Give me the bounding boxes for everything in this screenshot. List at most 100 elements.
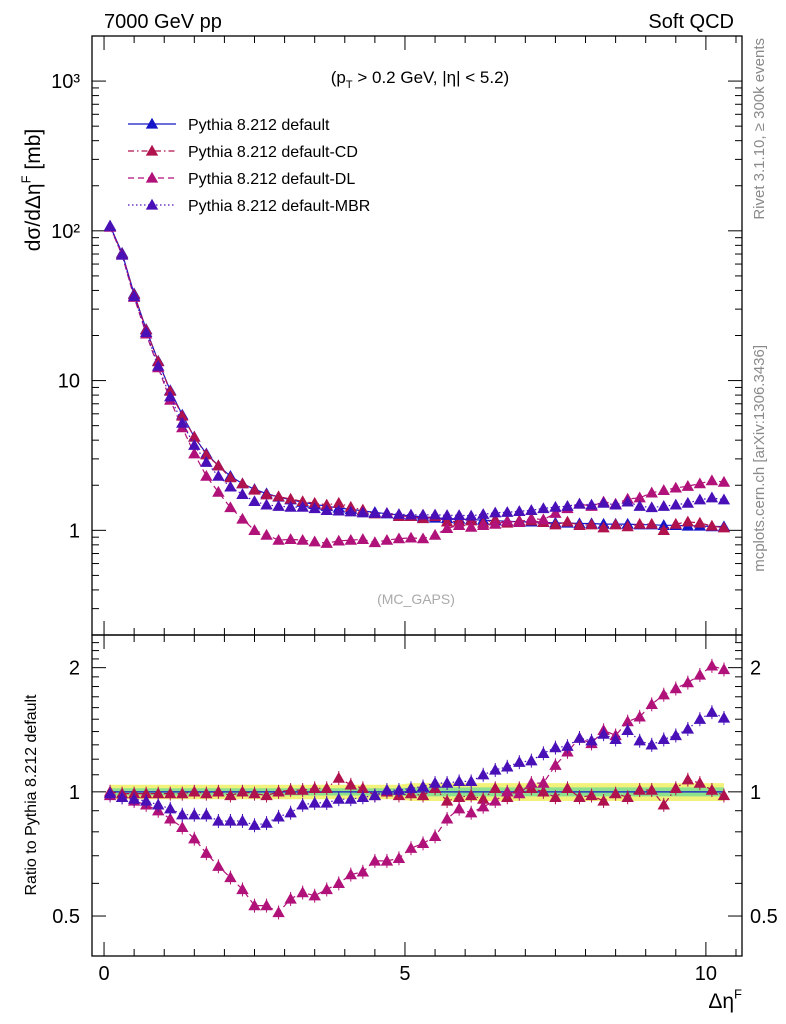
ratio-data-point bbox=[392, 783, 406, 795]
data-point bbox=[681, 515, 695, 527]
ratio-plot-panel: 0.5 0.5 1 1 2 2 Ratio to Pythia 8.212 default bbox=[23, 634, 778, 957]
data-point bbox=[525, 504, 538, 515]
ratio-data-point bbox=[260, 899, 273, 911]
ratio-data-point bbox=[139, 794, 153, 806]
data-point bbox=[176, 409, 189, 421]
data-point bbox=[717, 475, 731, 487]
data-point bbox=[344, 533, 357, 545]
ratio-data-point bbox=[645, 783, 658, 795]
ratio-data-point bbox=[513, 787, 526, 799]
data-point bbox=[477, 519, 490, 530]
ratio-data-point bbox=[645, 698, 658, 709]
ratio-series-line bbox=[110, 665, 725, 914]
ratio-data-point bbox=[657, 798, 670, 810]
data-point bbox=[260, 498, 273, 510]
ratio-data-point bbox=[645, 738, 658, 750]
ratio-data-point bbox=[621, 715, 634, 727]
ratio-data-point bbox=[669, 682, 682, 694]
ratio-data-point bbox=[597, 727, 610, 739]
data-point bbox=[248, 495, 261, 507]
data-point bbox=[115, 248, 129, 260]
ratio-data-point bbox=[489, 782, 502, 793]
series-line bbox=[109, 226, 724, 531]
ratio-data-point bbox=[284, 806, 297, 818]
data-point bbox=[609, 518, 622, 530]
data-point bbox=[645, 486, 658, 498]
ratio-data-point bbox=[224, 814, 237, 826]
x-tick-label: 5 bbox=[399, 963, 410, 985]
data-point bbox=[103, 220, 117, 232]
ratio-data-point bbox=[212, 785, 225, 797]
data-point bbox=[248, 483, 261, 495]
ratio-data-point bbox=[332, 792, 345, 804]
data-point bbox=[260, 528, 273, 540]
ratio-data-point bbox=[356, 865, 370, 877]
data-point bbox=[549, 507, 562, 518]
ratio-data-point bbox=[308, 782, 321, 793]
ratio-data-point bbox=[296, 783, 309, 795]
data-point bbox=[537, 513, 550, 525]
ratio-data-point bbox=[717, 663, 731, 675]
data-point bbox=[260, 488, 273, 500]
data-point bbox=[212, 469, 225, 481]
main-y-tick-label: 10³ bbox=[51, 71, 80, 93]
analysis-watermark: (MC_GAPS) bbox=[377, 591, 455, 607]
data-point bbox=[404, 508, 418, 520]
ratio-data-point bbox=[356, 782, 370, 793]
ratio-data-point bbox=[176, 787, 189, 799]
data-point bbox=[127, 290, 141, 302]
mcplots-label: mcplots.cern.ch [arXiv:1306.3436] bbox=[751, 345, 768, 572]
data-point bbox=[585, 498, 598, 510]
data-point bbox=[693, 516, 707, 528]
data-point bbox=[200, 448, 213, 460]
ratio-data-point bbox=[308, 796, 321, 808]
data-point bbox=[428, 508, 442, 520]
ratio-data-point bbox=[549, 741, 562, 753]
data-point bbox=[284, 500, 297, 512]
x-tick-label: 10 bbox=[695, 963, 717, 985]
data-point bbox=[477, 508, 490, 519]
ratio-data-point bbox=[693, 713, 707, 724]
data-point bbox=[681, 496, 695, 508]
ratio-data-point bbox=[380, 783, 394, 795]
ratio-data-point bbox=[344, 868, 357, 880]
series-line bbox=[109, 226, 724, 544]
data-point bbox=[248, 524, 261, 535]
data-point bbox=[597, 496, 610, 508]
data-point bbox=[464, 520, 478, 532]
ratio-data-point bbox=[248, 819, 261, 830]
data-point bbox=[332, 534, 345, 546]
ratio-data-point bbox=[344, 792, 357, 804]
ratio-data-point bbox=[416, 780, 430, 792]
ratio-data-point bbox=[320, 796, 333, 808]
ratio-data-point bbox=[332, 771, 345, 783]
data-point bbox=[404, 531, 418, 543]
series-line bbox=[109, 225, 724, 528]
data-point bbox=[152, 359, 165, 371]
data-point bbox=[272, 499, 285, 511]
data-point bbox=[416, 508, 430, 520]
ratio-data-point bbox=[236, 785, 249, 797]
ratio-data-point bbox=[416, 837, 430, 849]
ratio-data-point bbox=[152, 798, 165, 810]
data-point bbox=[164, 390, 177, 402]
ratio-data-point bbox=[705, 783, 719, 795]
main-y-tick-label: 1 bbox=[69, 520, 80, 542]
legend-marker bbox=[145, 144, 159, 156]
ratio-data-point bbox=[537, 776, 550, 788]
ratio-plot-frame bbox=[91, 634, 743, 957]
legend-label: Pythia 8.212 default-DL bbox=[188, 171, 355, 188]
data-point bbox=[501, 515, 514, 526]
data-point bbox=[296, 500, 309, 512]
ratio-data-point bbox=[537, 747, 550, 758]
legend-marker bbox=[145, 171, 159, 183]
ratio-y-tick-label: 1 bbox=[69, 782, 80, 804]
ratio-data-point bbox=[573, 791, 586, 802]
data-point bbox=[392, 508, 406, 519]
data-point bbox=[501, 506, 514, 517]
ratio-data-point bbox=[272, 810, 285, 822]
data-point bbox=[645, 501, 658, 513]
data-point bbox=[356, 506, 370, 518]
rivet-label: Rivet 3.1.10, ≥ 300k events bbox=[751, 38, 768, 220]
data-point bbox=[224, 471, 237, 483]
